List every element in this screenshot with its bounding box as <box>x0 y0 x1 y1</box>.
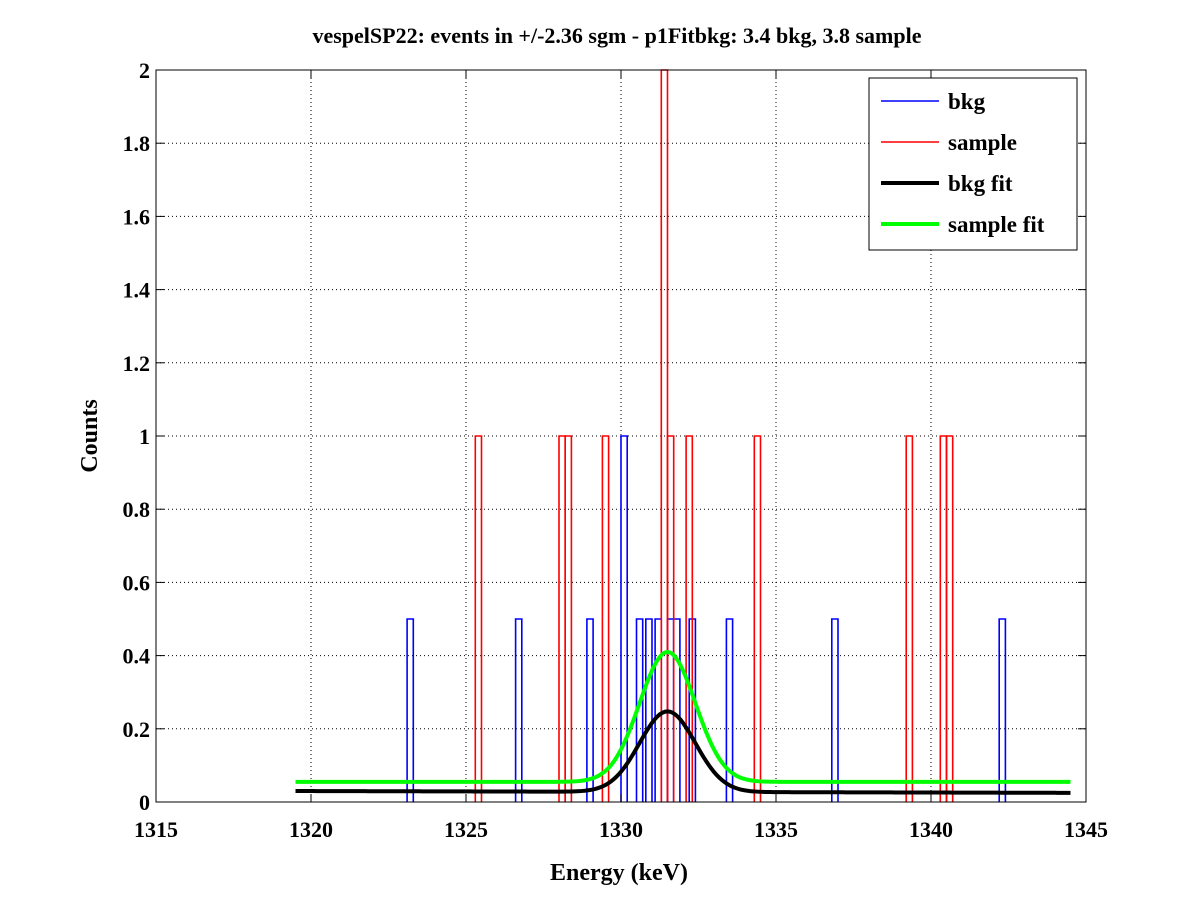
x-tick-label: 1325 <box>444 817 488 842</box>
y-tick-label: 1.6 <box>123 204 151 229</box>
bkg-fit-curve <box>295 709 1071 795</box>
x-tick-label: 1345 <box>1064 817 1108 842</box>
sample-bin <box>905 435 914 802</box>
sample-bin <box>666 435 675 802</box>
bkg-bin <box>586 618 594 802</box>
sample-fit-curve <box>295 649 1071 784</box>
bkg-bin <box>998 618 1007 802</box>
series-bkg <box>406 435 1007 802</box>
chart-title: vespelSP22: events in +/-2.36 sgm - p1Fi… <box>312 23 921 48</box>
series-sample-fit <box>295 649 1071 784</box>
legend-box <box>868 77 1078 251</box>
x-tick-labels: 1315 1320 1325 1330 1335 1340 1345 <box>134 817 1108 842</box>
y-tick-labels: 0 0.2 0.4 0.6 0.8 1 1.2 1.4 1.6 1.8 2 <box>123 58 151 815</box>
legend-label-sample: sample <box>948 130 1017 155</box>
y-tick-label: 1.4 <box>123 278 151 303</box>
sample-bin <box>601 435 610 802</box>
sample-bin <box>474 435 483 802</box>
x-tick-label: 1330 <box>599 817 643 842</box>
y-tick-label: 0.6 <box>123 570 151 595</box>
legend-label-sample-fit: sample fit <box>948 212 1045 237</box>
x-axis-label: Energy (keV) <box>550 860 688 886</box>
y-tick-label: 0.8 <box>123 497 151 522</box>
legend-label-bkg-fit: bkg fit <box>948 171 1013 196</box>
legend-label-bkg: bkg <box>948 89 986 114</box>
bkg-bin <box>645 618 653 802</box>
y-tick-label: 1 <box>139 424 150 449</box>
sample-bin <box>945 435 954 802</box>
x-tick-label: 1320 <box>289 817 333 842</box>
bkg-bin <box>725 618 734 802</box>
y-tick-label: 0 <box>139 790 150 815</box>
y-tick-label: 1.2 <box>123 351 151 376</box>
sample-bin <box>564 435 573 802</box>
bkg-bin <box>831 618 839 802</box>
bkg-bin <box>514 618 523 802</box>
tick-marks <box>155 69 1087 803</box>
y-axis-label: Counts <box>77 399 103 472</box>
x-tick-label: 1340 <box>909 817 953 842</box>
sample-bin <box>685 435 694 802</box>
series-layer <box>295 69 1071 802</box>
y-tick-label: 0.2 <box>123 717 151 742</box>
x-tick-label: 1335 <box>754 817 798 842</box>
y-tick-label: 0.4 <box>123 644 151 669</box>
sample-bin <box>753 435 762 802</box>
y-tick-label: 2 <box>139 58 150 83</box>
bkg-bin <box>406 618 415 802</box>
bkg-bin <box>620 435 628 802</box>
legend: bkg sample bkg fit sample fit <box>868 77 1078 251</box>
x-tick-label: 1315 <box>134 817 178 842</box>
series-bkg-fit <box>295 709 1071 795</box>
y-tick-label: 1.8 <box>123 131 151 156</box>
